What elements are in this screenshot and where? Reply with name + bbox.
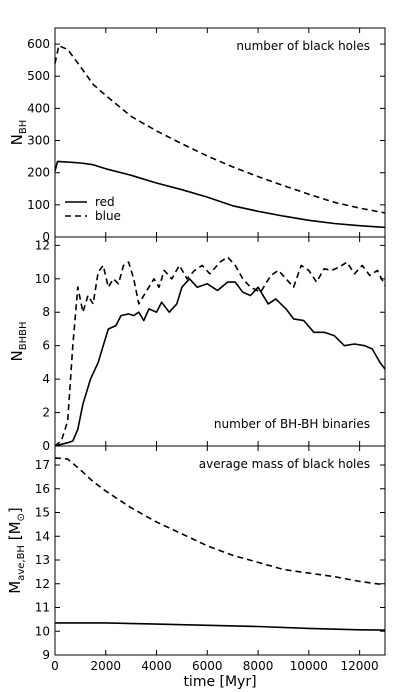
y-axis-label-main: N	[8, 350, 26, 361]
panel-annotation: average mass of black holes	[199, 457, 370, 471]
y-axis-label-sub: BHBH	[18, 322, 29, 351]
legend-label-red: red	[95, 195, 115, 209]
x-axis-label: time [Myr]	[183, 674, 256, 690]
panel-1: 0 2 4 6 8 10 12 number of BH-BH binaries NBHBH	[8, 236, 386, 453]
y-tick-label: 4	[42, 372, 50, 386]
y-tick-label: 16	[35, 482, 50, 496]
x-tick-label: 8000	[243, 659, 274, 673]
y-tick-label: 200	[27, 166, 50, 180]
x-tick-label: 4000	[141, 659, 172, 673]
y-tick-label: 12	[35, 238, 50, 252]
legend-label-blue: blue	[95, 209, 121, 223]
panel-annotation: number of BH-BH binaries	[214, 417, 370, 431]
y-axis-label: NBHBH	[8, 322, 29, 362]
y-axis-label: Mave,BH [M⊙]	[6, 507, 27, 594]
y-tick-label: 17	[35, 458, 50, 472]
y-axis-label-unit-sub: ⊙	[16, 513, 27, 521]
y-axis-label-unit-close: ]	[6, 507, 24, 513]
y-tick-label: 9	[42, 648, 50, 662]
y-tick-label: 6	[42, 339, 50, 353]
panel-annotation: number of black holes	[236, 39, 370, 53]
x-tick-label: 0	[51, 659, 59, 673]
y-tick-label: 14	[35, 529, 50, 543]
y-tick-label: 400	[27, 101, 50, 115]
panel-0: 0 100 200 300 400 500 600 number of black holes…	[8, 27, 386, 244]
y-tick-label: 2	[42, 406, 50, 420]
series-line-blue	[54, 44, 386, 214]
y-axis-label: NBH	[8, 120, 29, 146]
x-tick-label: 6000	[192, 659, 223, 673]
x-tick-label: 10000	[290, 659, 328, 673]
x-tick-label: 2000	[90, 659, 121, 673]
panel-2: 9 10 11 12 13 14 15 16 17 0 2000 4000 6000 8000 10000 1…	[6, 445, 386, 690]
y-axis-label-main: N	[8, 134, 26, 145]
y-tick-label: 100	[27, 198, 50, 212]
series-line-red	[54, 278, 386, 447]
y-axis-label-main: M	[6, 581, 24, 594]
series-line-blue	[54, 457, 386, 586]
y-tick-label: 500	[27, 69, 50, 83]
y-tick-label: 8	[42, 305, 50, 319]
x-tick-label: 12000	[341, 659, 379, 673]
series-line-red	[55, 622, 386, 631]
y-tick-label: 13	[35, 553, 50, 567]
y-tick-label: 600	[27, 37, 50, 51]
y-tick-label: 11	[35, 601, 50, 615]
y-axis-label-sub: ave,BH	[16, 545, 27, 581]
y-tick-label: 300	[27, 134, 50, 148]
plot-frame	[54, 445, 386, 656]
y-tick-label: 0	[42, 230, 50, 244]
y-tick-label: 10	[35, 272, 50, 286]
y-tick-label: 10	[35, 624, 50, 638]
series-line-red	[54, 160, 386, 229]
y-axis-label-sub: BH	[18, 120, 29, 134]
y-tick-label: 15	[35, 506, 50, 520]
y-tick-label: 0	[42, 439, 50, 453]
y-tick-label: 12	[35, 577, 50, 591]
y-axis-label-unit: [M	[6, 521, 24, 545]
